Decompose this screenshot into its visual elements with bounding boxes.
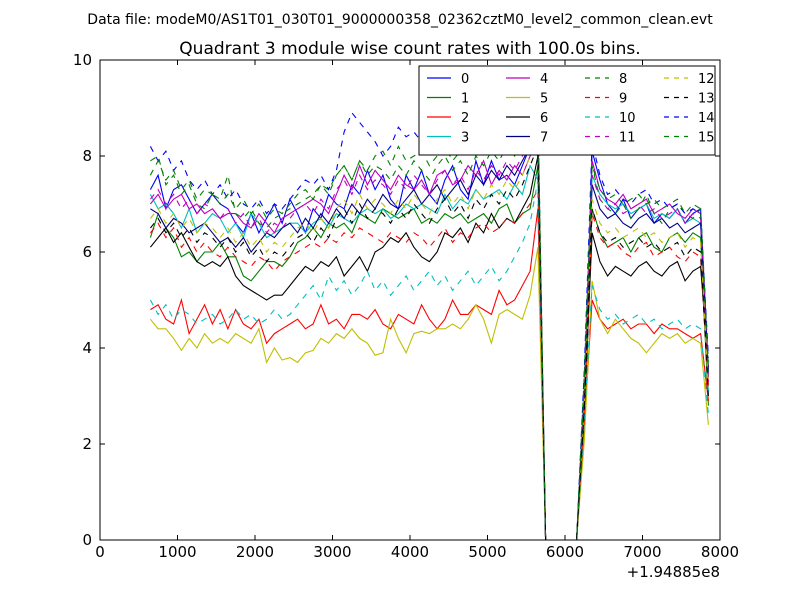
- legend-label-6: 6: [540, 111, 548, 126]
- legend-label-3: 3: [461, 131, 469, 146]
- legend-label-11: 11: [619, 131, 636, 146]
- legend-label-10: 10: [619, 111, 636, 126]
- series-line-5: [149, 247, 709, 541]
- series-line-6: [149, 155, 709, 541]
- legend-label-8: 8: [619, 72, 627, 87]
- y-tick-label: 6: [82, 243, 92, 261]
- legend-label-9: 9: [619, 92, 627, 107]
- legend-label-0: 0: [461, 72, 469, 87]
- x-tick-label: 1000: [158, 543, 196, 561]
- legend-label-14: 14: [698, 111, 715, 126]
- y-tick-label: 0: [82, 531, 92, 549]
- series-line-14: [149, 111, 709, 541]
- legend-label-12: 12: [698, 72, 715, 87]
- y-tick-label: 10: [73, 51, 92, 69]
- x-tick-label: 3000: [313, 543, 351, 561]
- series-line-12: [149, 136, 709, 541]
- legend-label-4: 4: [540, 72, 548, 87]
- x-tick-label: 7000: [623, 543, 661, 561]
- series-line-9: [149, 187, 709, 541]
- series-line-1: [149, 165, 709, 541]
- series-line-13: [149, 146, 709, 541]
- series-line-8: [150, 102, 709, 541]
- legend-label-13: 13: [698, 92, 715, 107]
- chart-title: Quadrant 3 module wise count rates with …: [179, 39, 640, 59]
- x-tick-label: 5000: [468, 543, 506, 561]
- series-line-11: [149, 125, 709, 541]
- x-tick-label: 6000: [546, 543, 584, 561]
- x-tick-label: 2000: [236, 543, 274, 561]
- legend-label-15: 15: [698, 131, 715, 146]
- series-line-2: [150, 208, 709, 541]
- legend-label-2: 2: [461, 111, 469, 126]
- legend-label-5: 5: [540, 92, 548, 107]
- figure-suptitle: Data file: modeM0/AS1T01_030T01_90000003…: [87, 12, 713, 28]
- legend-label-1: 1: [461, 92, 469, 107]
- x-tick-label: 8000: [701, 543, 739, 561]
- x-tick-label: 4000: [391, 543, 429, 561]
- legend-box: [418, 65, 716, 156]
- y-tick-label: 8: [82, 147, 92, 165]
- x-tick-label: 0: [95, 543, 105, 561]
- series-line-15: [149, 111, 709, 541]
- x-offset-label: +1.94885e8: [627, 563, 720, 581]
- series-line-10: [149, 179, 709, 541]
- y-tick-label: 2: [82, 435, 92, 453]
- plot-lines: [149, 102, 709, 541]
- y-tick-label: 4: [82, 339, 92, 357]
- x-axis: 0 1000 2000 3000 4000 5000 6000 7000 8000: [95, 60, 739, 561]
- legend-label-7: 7: [540, 131, 548, 146]
